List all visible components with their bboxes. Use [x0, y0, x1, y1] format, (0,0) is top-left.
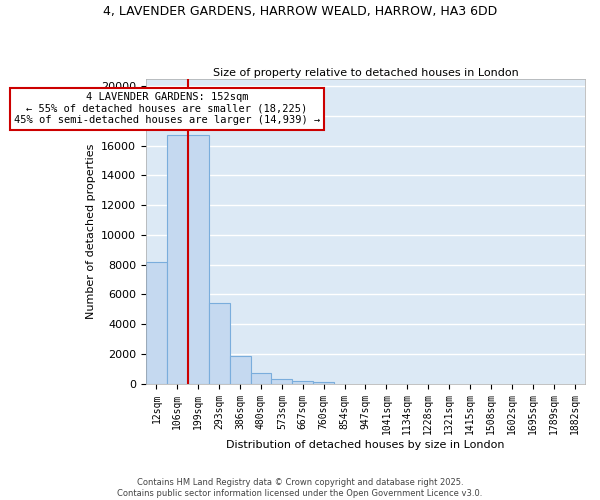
Bar: [167, 136, 188, 384]
Bar: [313, 382, 334, 384]
Title: Size of property relative to detached houses in London: Size of property relative to detached ho…: [212, 68, 518, 78]
Bar: [188, 136, 209, 384]
Text: 4, LAVENDER GARDENS, HARROW WEALD, HARROW, HA3 6DD: 4, LAVENDER GARDENS, HARROW WEALD, HARRO…: [103, 5, 497, 18]
Bar: [230, 356, 251, 384]
Bar: [251, 373, 271, 384]
Bar: [146, 262, 167, 384]
Bar: [292, 380, 313, 384]
X-axis label: Distribution of detached houses by size in London: Distribution of detached houses by size …: [226, 440, 505, 450]
Text: 4 LAVENDER GARDENS: 152sqm
← 55% of detached houses are smaller (18,225)
45% of : 4 LAVENDER GARDENS: 152sqm ← 55% of deta…: [14, 92, 320, 126]
Bar: [209, 304, 230, 384]
Y-axis label: Number of detached properties: Number of detached properties: [86, 144, 95, 319]
Text: Contains HM Land Registry data © Crown copyright and database right 2025.
Contai: Contains HM Land Registry data © Crown c…: [118, 478, 482, 498]
Bar: [271, 379, 292, 384]
